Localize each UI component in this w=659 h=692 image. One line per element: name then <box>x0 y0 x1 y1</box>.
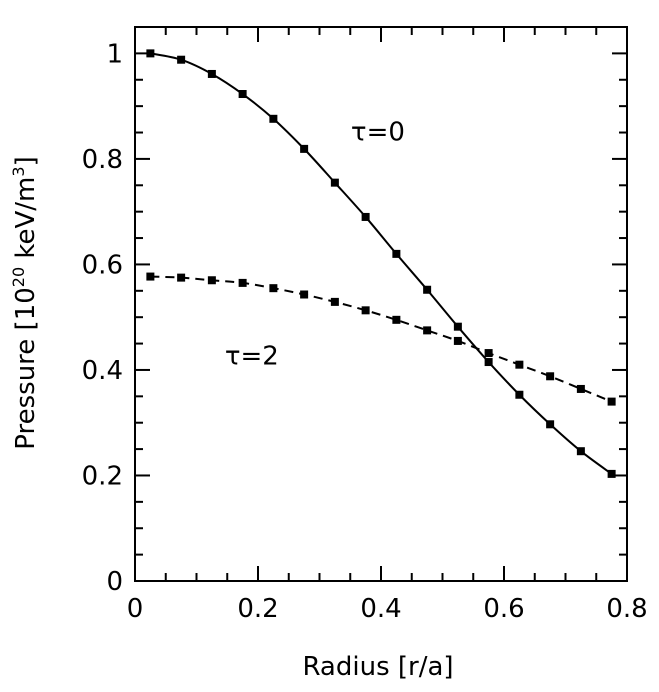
tick-labels: 0 0.2 0.4 0.6 0.8 0 0.2 0.4 0.6 0.8 1 <box>82 39 648 624</box>
y-axis-label-suffix: ] <box>11 156 41 166</box>
y-axis-label-exp-1: 20 <box>9 267 28 287</box>
y-axis-label-mid: keV/m <box>11 177 41 267</box>
annotations: τ=0 τ=2 <box>225 117 405 371</box>
x-axis-label: Radius [r/a] <box>302 652 453 682</box>
data-point-solid <box>361 212 370 221</box>
data-point-solid <box>146 49 155 58</box>
data-point-solid <box>515 390 524 399</box>
y-axis-label: Pressure [1020 keV/m3] <box>9 156 41 449</box>
data-point-dashed <box>361 306 370 315</box>
data-point-solid <box>177 55 186 64</box>
y-tick-label: 0.4 <box>82 356 123 386</box>
data-point-dashed <box>300 290 309 299</box>
y-tick-label: 0.6 <box>82 250 123 280</box>
data-point-dashed <box>177 273 186 282</box>
data-point-solid <box>300 144 309 153</box>
data-point-solid <box>453 322 462 331</box>
data-point-dashed <box>238 278 247 287</box>
series-line-solid <box>150 52 613 475</box>
data-point-solid <box>238 90 247 99</box>
plot-frame <box>134 26 628 582</box>
data-point-dashed <box>453 336 462 345</box>
data-point-solid <box>207 69 216 78</box>
data-point-solid <box>576 447 585 456</box>
data-point-dashed <box>546 372 555 381</box>
series-lines <box>150 52 613 475</box>
data-point-solid <box>607 469 616 478</box>
x-tick-label: 0.2 <box>237 594 278 624</box>
data-markers <box>146 49 616 478</box>
data-point-dashed <box>484 349 493 358</box>
x-tick-label: 0.4 <box>360 594 401 624</box>
data-point-dashed <box>576 384 585 393</box>
y-axis-label-prefix: Pressure [10 <box>11 287 41 450</box>
y-tick-label: 1 <box>106 39 123 69</box>
x-tick-label: 0.6 <box>483 594 524 624</box>
y-axis-label-exp-2: 3 <box>9 166 28 176</box>
y-tick-label: 0.2 <box>82 461 123 491</box>
data-point-dashed <box>269 284 278 293</box>
data-point-dashed <box>607 397 616 406</box>
axis-ticks <box>134 26 628 582</box>
data-point-dashed <box>207 276 216 285</box>
y-tick-label: 0 <box>106 567 123 597</box>
series-annotation: τ=0 <box>351 117 405 147</box>
x-tick-label: 0 <box>127 594 144 624</box>
data-point-dashed <box>515 360 524 369</box>
data-point-dashed <box>146 272 155 281</box>
y-tick-label: 0.8 <box>82 145 123 175</box>
data-point-solid <box>484 358 493 367</box>
data-point-solid <box>423 285 432 294</box>
data-point-solid <box>392 249 401 258</box>
series-line-dashed <box>150 275 613 403</box>
data-point-solid <box>330 178 339 187</box>
data-point-dashed <box>392 315 401 324</box>
data-point-solid <box>546 420 555 429</box>
x-tick-label: 0.8 <box>606 594 647 624</box>
data-point-dashed <box>330 297 339 306</box>
data-point-solid <box>269 114 278 123</box>
series-annotation: τ=2 <box>225 342 279 372</box>
data-point-dashed <box>423 326 432 335</box>
